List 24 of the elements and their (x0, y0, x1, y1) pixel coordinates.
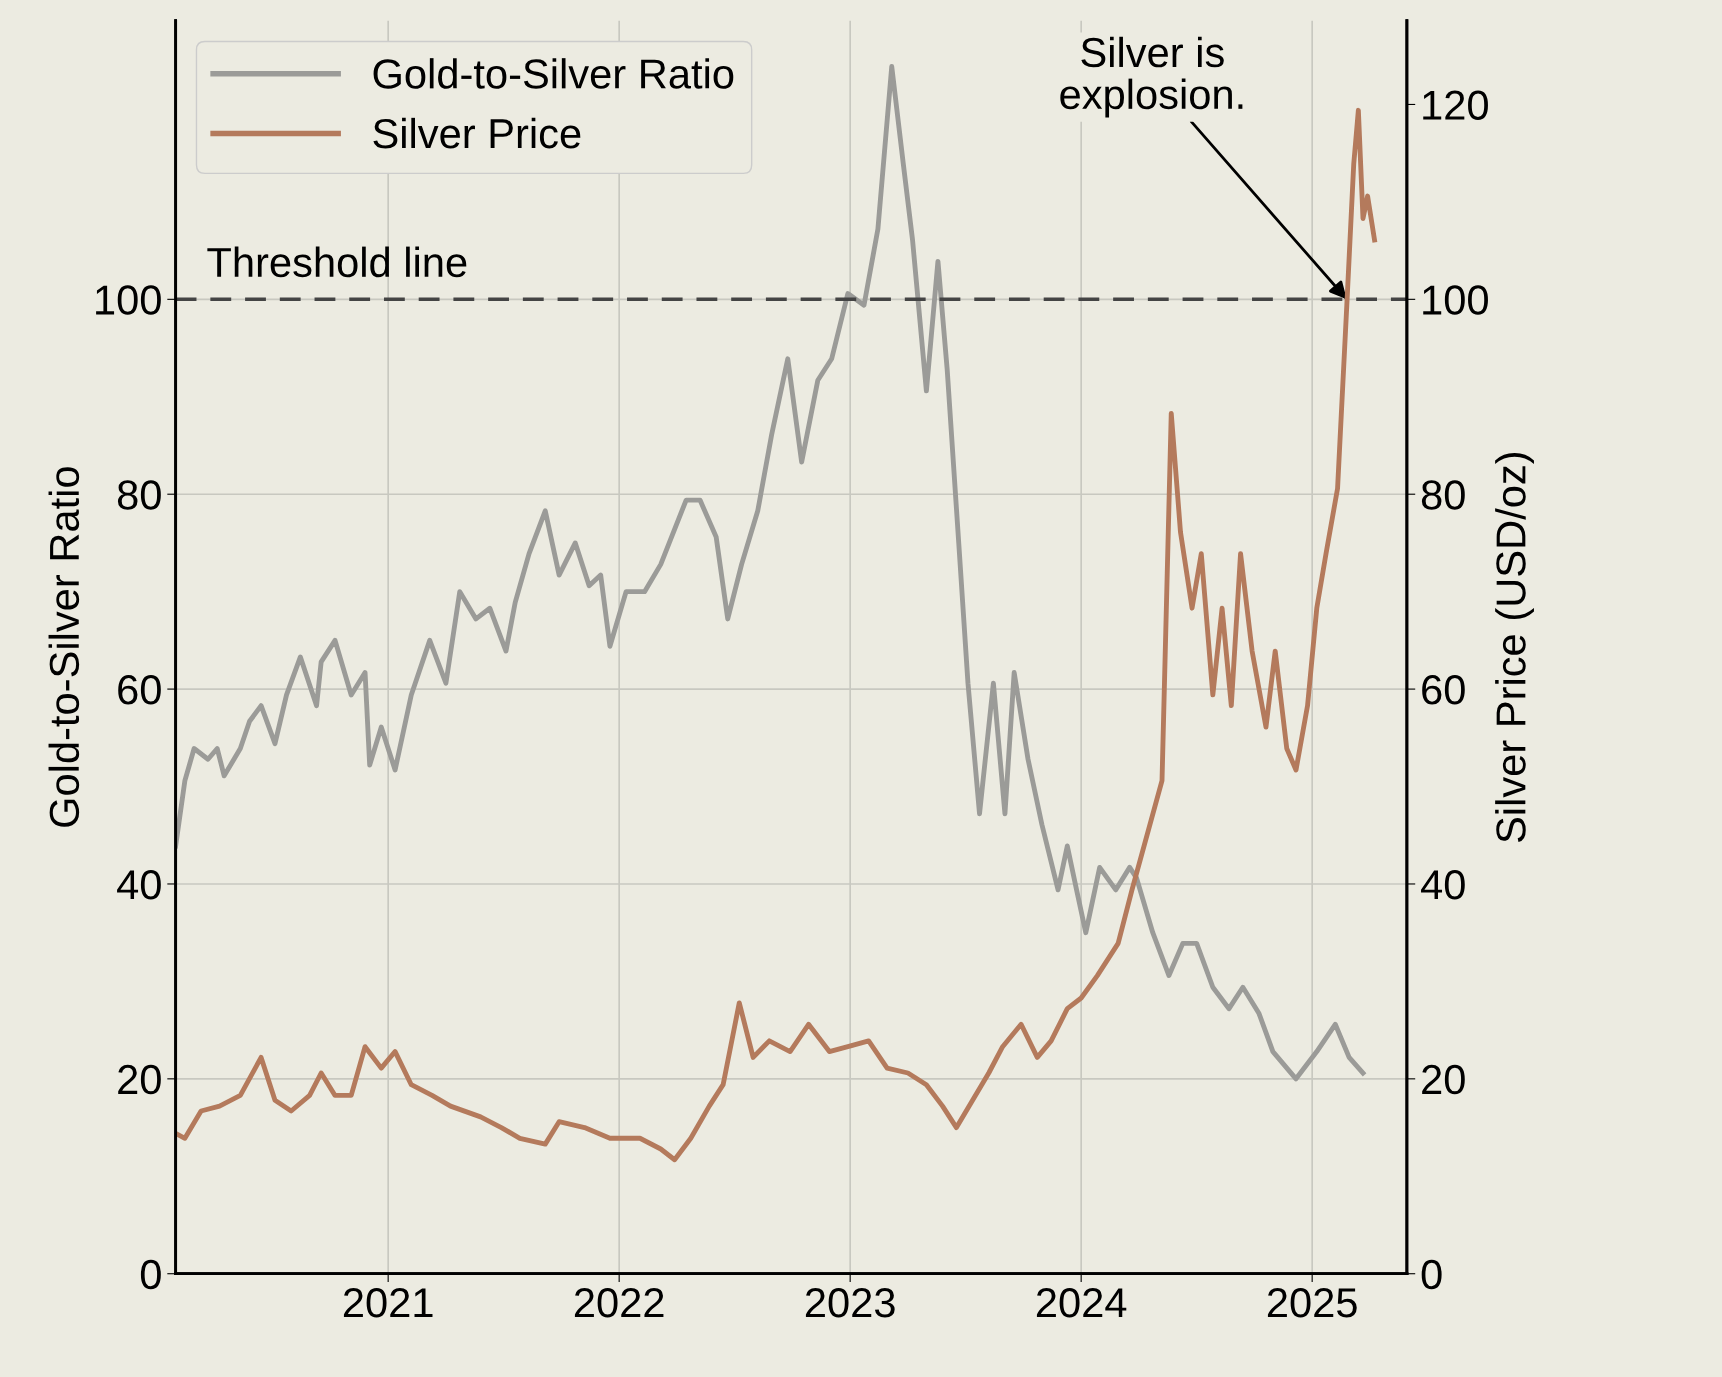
y2-tick-label: 20 (1422, 1064, 1465, 1095)
annotation: Silver is explosion. (1060, 36, 1243, 118)
y-tick-label: 80 (117, 480, 161, 510)
y2-axis-title: Silver Price (USD/oz) (1495, 452, 1534, 843)
y-tick-label: 60 (118, 675, 161, 705)
x-tick-label: 2025 (1267, 1288, 1357, 1318)
y2-tick-label: 0 (1421, 1259, 1442, 1290)
y-tick-label: 20 (118, 1064, 161, 1095)
y2-tick-label: 120 (1423, 90, 1488, 120)
y2-tick-label: 60 (1422, 675, 1465, 705)
legend-label: Gold-to-Silver Ratio (373, 58, 734, 89)
x-tick-label: 2023 (805, 1288, 895, 1318)
y-tick-label: 0 (140, 1259, 161, 1290)
x-tick-label: 2022 (574, 1288, 664, 1318)
ref-line-label: Threshold line (207, 246, 467, 278)
y2-tick-label: 100 (1423, 285, 1488, 315)
y2-tick-label: 80 (1421, 480, 1465, 510)
y-tick-label: 40 (117, 869, 161, 900)
y-axis-title: Gold-to-Silver Ratio (48, 467, 80, 827)
y-tick-label: 100 (96, 285, 161, 315)
x-tick-label: 2024 (1036, 1288, 1127, 1318)
y2-tick-label: 40 (1421, 869, 1465, 900)
x-tick-label: 2021 (343, 1288, 433, 1318)
legend-label: Silver Price (373, 117, 581, 149)
